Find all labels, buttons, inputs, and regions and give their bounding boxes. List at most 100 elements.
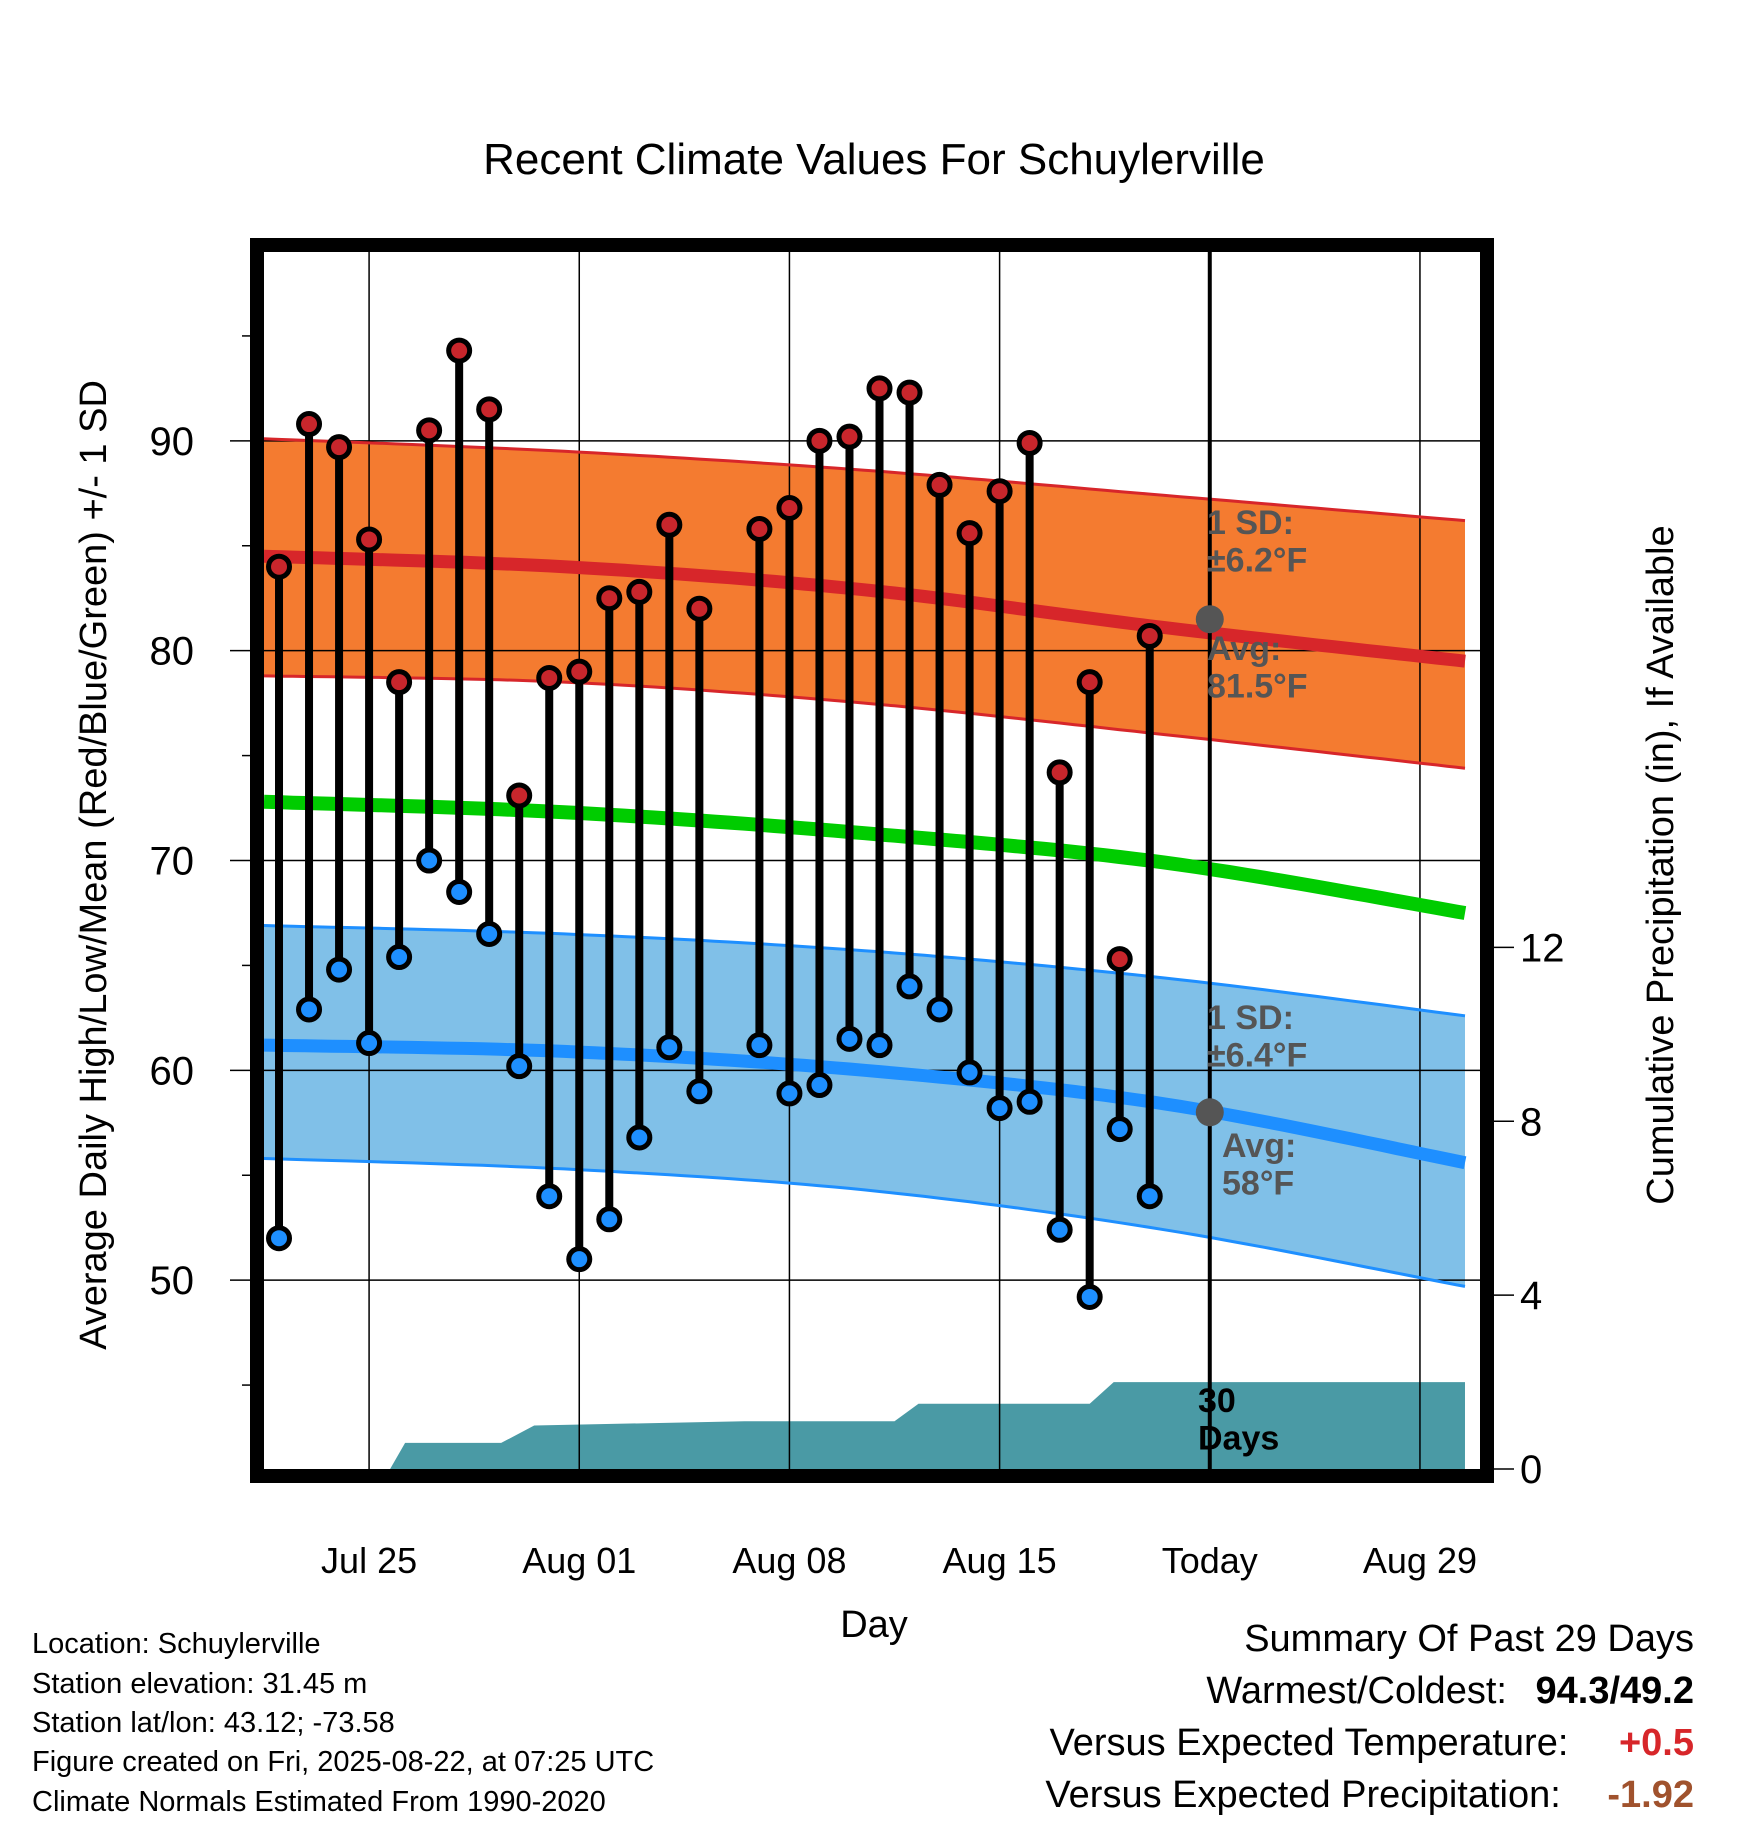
low-sd-annotation-line: 1 SD: — [1207, 999, 1294, 1037]
x-tick-label: Today — [1162, 1540, 1258, 1581]
daily-high-point — [806, 427, 833, 454]
normal-mean-line — [264, 794, 1467, 920]
summary-heading: Summary Of Past 29 Days — [1244, 1618, 1694, 1660]
x-tick-label: Aug 15 — [943, 1540, 1057, 1581]
daily-low-point — [686, 1078, 713, 1105]
y-tick-label: 50 — [150, 1259, 195, 1303]
daily-high-point — [986, 478, 1013, 505]
high-sd-annotation-line: 1 SD: — [1207, 504, 1294, 542]
daily-low-point — [356, 1030, 383, 1057]
daily-low-point — [776, 1080, 803, 1107]
location-text: Location: Schuylerville — [32, 1628, 321, 1660]
y-axis-label: Average Daily High/Low/Mean (Red/Blue/Gr… — [73, 380, 115, 1350]
today-low-avg-marker — [1195, 1098, 1224, 1127]
daily-high-point — [536, 664, 563, 691]
daily-high-point — [596, 585, 623, 612]
daily-low-point — [986, 1095, 1013, 1122]
daily-low-point — [926, 996, 953, 1023]
daily-high-point — [326, 434, 353, 461]
precip-value: -1.92 — [1607, 1774, 1694, 1816]
daily-high-point — [956, 520, 983, 547]
daily-high-point — [896, 379, 923, 406]
x-tick-label: Jul 25 — [321, 1540, 417, 1581]
warm-cold-label: Warmest/Coldest: — [1206, 1670, 1507, 1712]
daily-high-point — [1076, 669, 1103, 696]
normal-low-line — [264, 1038, 1467, 1170]
daily-high-point — [836, 423, 863, 450]
y2-tick-label: 8 — [1520, 1100, 1542, 1144]
high-sd-band — [264, 438, 1465, 769]
y2-tick-label: 0 — [1520, 1448, 1542, 1492]
elevation-text: Station elevation: 31.45 m — [32, 1668, 368, 1700]
x-tick-label: Aug 08 — [732, 1540, 846, 1581]
high-sd-lower-edge — [264, 674, 1466, 770]
precip-label: Versus Expected Precipitation: — [1045, 1774, 1561, 1816]
daily-high-point — [626, 578, 653, 605]
y2-tick-label: 12 — [1520, 926, 1565, 970]
daily-high-point — [1046, 759, 1073, 786]
chart-title: Recent Climate Values For Schuylerville — [483, 135, 1265, 184]
daily-high-point — [296, 411, 323, 438]
daily-low-point — [386, 944, 413, 971]
daily-high-point — [776, 494, 803, 521]
precip-annotation: 30 Days — [1198, 1382, 1279, 1457]
daily-low-point — [1136, 1183, 1163, 1210]
latlon-text: Station lat/lon: 43.12; -73.58 — [32, 1707, 395, 1739]
summary-warm-cold: Warmest/Coldest: 94.3/49.2 — [1206, 1670, 1694, 1713]
daily-high-point — [686, 595, 713, 622]
created-text: Figure created on Fri, 2025-08-22, at 07… — [32, 1746, 655, 1778]
daily-low-point — [476, 920, 503, 947]
warm-cold-value: 94.3/49.2 — [1535, 1670, 1694, 1712]
normals-text: Climate Normals Estimated From 1990-2020 — [32, 1786, 606, 1818]
precip-annotation-line: Days — [1198, 1419, 1279, 1457]
daily-high-point — [1106, 946, 1133, 973]
daily-low-point — [536, 1183, 563, 1210]
daily-low-point — [1076, 1283, 1103, 1310]
daily-high-point — [386, 669, 413, 696]
x-tick-label: Aug 01 — [522, 1540, 636, 1581]
daily-high-point — [746, 515, 773, 542]
daily-high-point — [446, 337, 473, 364]
daily-high-point — [506, 782, 533, 809]
low-sd-annotation-line: ±6.4°F — [1207, 1036, 1307, 1074]
daily-low-point — [446, 878, 473, 905]
low-sd-annotation: 1 SD: ±6.4°F — [1207, 999, 1307, 1074]
daily-high-point — [566, 658, 593, 685]
summary-precip: Versus Expected Precipitation: -1.92 — [1045, 1774, 1694, 1817]
daily-low-point — [656, 1034, 683, 1061]
daily-low-point — [896, 973, 923, 1000]
daily-high-point — [416, 417, 443, 444]
y-tick-label: 60 — [150, 1049, 195, 1093]
low-sd-lower-edge — [264, 1157, 1466, 1288]
normal-high-line — [264, 549, 1466, 668]
daily-low-point — [1106, 1116, 1133, 1143]
high-sd-upper-edge — [264, 437, 1466, 523]
daily-high-point — [1136, 622, 1163, 649]
high-sd-annotation-line: ±6.2°F — [1207, 541, 1307, 579]
y-tick-label: 90 — [150, 420, 195, 464]
daily-high-point — [266, 553, 293, 580]
daily-low-point — [326, 956, 353, 983]
high-avg-annotation-line: 81.5°F — [1207, 667, 1308, 705]
temp-value: +0.5 — [1618, 1722, 1694, 1764]
daily-high-point — [656, 511, 683, 538]
daily-low-point — [866, 1032, 893, 1059]
precip-area — [390, 1382, 1466, 1469]
x-tick-label: Aug 29 — [1363, 1540, 1477, 1581]
today-high-avg-marker — [1195, 605, 1224, 634]
low-sd-upper-edge — [264, 924, 1466, 1018]
daily-low-point — [1016, 1088, 1043, 1115]
y-tick-label: 80 — [150, 630, 195, 674]
daily-low-point — [416, 847, 443, 874]
daily-high-point — [866, 375, 893, 402]
x-axis-label: Day — [840, 1604, 908, 1646]
daily-low-point — [296, 996, 323, 1023]
daily-high-point — [356, 526, 383, 553]
high-sd-annotation: 1 SD: ±6.2°F — [1207, 504, 1307, 579]
y-tick-label: 70 — [150, 840, 195, 884]
plot-frame — [250, 238, 1494, 1483]
daily-low-point — [626, 1124, 653, 1151]
